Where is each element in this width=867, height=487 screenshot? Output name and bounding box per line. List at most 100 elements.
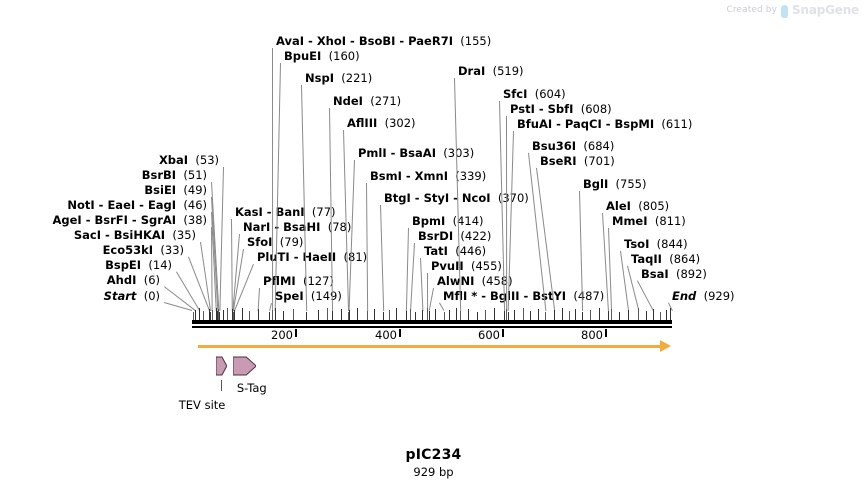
enzyme-name[interactable]: BglI <box>583 177 609 191</box>
enzyme-label[interactable]: NotI - EaeI - EagI (46) <box>0 199 207 212</box>
enzyme-name[interactable]: AflIII <box>347 116 378 130</box>
enzyme-name[interactable]: AlwNI <box>437 274 475 288</box>
enzyme-name[interactable]: BsmI <box>370 169 402 183</box>
restriction-site-tick[interactable] <box>608 311 609 320</box>
restriction-site-tick[interactable] <box>349 310 350 320</box>
enzyme-name[interactable]: BsaI <box>641 267 669 281</box>
enzyme-label[interactable]: Bsu36I (684) <box>532 140 614 153</box>
restriction-site-tick[interactable] <box>348 312 349 320</box>
feature-arrow[interactable] <box>232 355 257 377</box>
restriction-site-tick[interactable] <box>374 309 375 320</box>
enzyme-label[interactable]: AleI (805) <box>606 200 669 213</box>
restriction-site-tick[interactable] <box>249 311 250 320</box>
enzyme-name[interactable]: BtgI <box>384 191 411 205</box>
enzyme-label[interactable]: BseRI (701) <box>540 155 615 168</box>
enzyme-name[interactable]: BsiEI <box>144 183 177 197</box>
restriction-site-tick[interactable] <box>216 308 217 320</box>
enzyme-name[interactable]: PaqCI <box>564 117 602 131</box>
enzyme-label[interactable]: BsrDI (422) <box>418 230 491 243</box>
enzyme-name[interactable]: BstYI <box>532 289 567 303</box>
enzyme-name[interactable]: XbaI <box>158 153 189 167</box>
enzyme-label[interactable]: DraI (519) <box>458 65 524 78</box>
restriction-site-tick[interactable] <box>477 312 478 320</box>
enzyme-label[interactable]: NspI (221) <box>305 72 372 85</box>
enzyme-name[interactable]: BpmI <box>412 214 446 228</box>
enzyme-name[interactable]: SbfI <box>547 102 574 116</box>
restriction-site-tick[interactable] <box>357 308 358 320</box>
restriction-site-tick[interactable] <box>233 312 234 320</box>
enzyme-name[interactable]: EagI <box>147 198 177 212</box>
restriction-site-tick[interactable] <box>389 310 390 320</box>
restriction-site-tick[interactable] <box>367 311 368 320</box>
restriction-site-tick[interactable] <box>272 310 273 320</box>
enzyme-label[interactable]: SfcI (604) <box>503 88 566 101</box>
restriction-site-tick[interactable] <box>468 309 469 320</box>
restriction-site-tick[interactable] <box>646 311 647 320</box>
enzyme-label[interactable]: End (929) <box>672 290 735 303</box>
restriction-site-tick[interactable] <box>318 310 319 320</box>
enzyme-name[interactable]: Start <box>103 289 137 303</box>
restriction-site-tick[interactable] <box>193 312 194 320</box>
enzyme-name[interactable]: AhdI <box>106 273 137 287</box>
restriction-site-tick[interactable] <box>590 310 591 320</box>
feature-arrow[interactable] <box>215 355 227 377</box>
enzyme-label[interactable]: SfoI (79) <box>247 236 303 249</box>
enzyme-label[interactable]: NdeI (271) <box>333 95 401 108</box>
restriction-site-tick[interactable] <box>545 312 546 320</box>
restriction-site-tick[interactable] <box>506 309 507 320</box>
enzyme-label[interactable]: AhdI (6) <box>0 274 160 287</box>
enzyme-name[interactable]: SfcI <box>503 87 528 101</box>
restriction-site-tick[interactable] <box>232 309 233 320</box>
enzyme-label[interactable]: BsiEI (49) <box>0 184 207 197</box>
enzyme-label[interactable]: PvuII (455) <box>431 260 502 273</box>
restriction-site-tick[interactable] <box>283 311 284 320</box>
restriction-site-tick[interactable] <box>562 308 563 320</box>
enzyme-label[interactable]: KasI - BanI (77) <box>235 206 336 219</box>
restriction-site-tick[interactable] <box>203 311 204 320</box>
enzyme-name[interactable]: BsrFI <box>94 213 128 227</box>
enzyme-label[interactable]: AflIII (302) <box>347 117 416 130</box>
restriction-site-tick[interactable] <box>554 310 555 320</box>
enzyme-name[interactable]: BsiHKAI <box>113 228 166 242</box>
enzyme-name[interactable]: PvuII <box>431 259 464 273</box>
enzyme-label[interactable]: TsoI (844) <box>624 238 688 251</box>
restriction-site-tick[interactable] <box>195 310 196 320</box>
restriction-site-tick[interactable] <box>660 312 661 320</box>
enzyme-name[interactable]: BpuEI <box>284 49 322 63</box>
enzyme-label[interactable]: NarI - BsaHI (78) <box>243 221 351 234</box>
restriction-site-tick[interactable] <box>449 310 450 320</box>
restriction-site-tick[interactable] <box>653 309 654 320</box>
enzyme-label[interactable]: BfuAI - PaqCI - BspMI (611) <box>517 118 692 131</box>
restriction-site-tick[interactable] <box>523 308 524 320</box>
restriction-site-tick[interactable] <box>212 310 213 320</box>
enzyme-name[interactable]: HaeII <box>302 250 337 264</box>
restriction-site-tick[interactable] <box>209 309 210 320</box>
restriction-site-tick[interactable] <box>422 310 423 320</box>
enzyme-label[interactable]: BtgI - StyI - NcoI (370) <box>384 192 529 205</box>
enzyme-label[interactable]: TaqII (864) <box>631 253 700 266</box>
enzyme-label[interactable]: BpuEI (160) <box>284 50 360 63</box>
restriction-site-tick[interactable] <box>406 311 407 320</box>
enzyme-label[interactable]: Start (0) <box>0 290 160 303</box>
enzyme-name[interactable]: BfuAI <box>517 117 553 131</box>
restriction-site-tick[interactable] <box>619 312 620 320</box>
enzyme-name[interactable]: BsrDI <box>418 229 454 243</box>
restriction-site-tick[interactable] <box>444 312 445 320</box>
enzyme-name[interactable]: SgrAI <box>140 213 177 227</box>
enzyme-name[interactable]: BsaAI <box>399 146 436 160</box>
restriction-site-tick[interactable] <box>427 308 428 320</box>
restriction-site-tick[interactable] <box>396 308 397 320</box>
enzyme-name[interactable]: PaeR7I <box>408 34 453 48</box>
restriction-site-tick[interactable] <box>341 309 342 320</box>
enzyme-label[interactable]: PluTI - HaeII (81) <box>257 251 367 264</box>
restriction-site-tick[interactable] <box>332 311 333 320</box>
enzyme-name[interactable]: NarI <box>243 220 271 234</box>
restriction-site-tick[interactable] <box>429 311 430 320</box>
enzyme-label[interactable]: AgeI - BsrFI - SgrAI (38) <box>0 213 208 227</box>
enzyme-label[interactable]: AlwNI (458) <box>437 275 513 288</box>
enzyme-name[interactable]: XmnI <box>414 169 448 183</box>
enzyme-name[interactable]: BanI <box>275 205 305 219</box>
restriction-site-tick[interactable] <box>275 308 276 320</box>
enzyme-name[interactable]: NdeI <box>333 94 363 108</box>
restriction-site-tick[interactable] <box>435 309 436 320</box>
